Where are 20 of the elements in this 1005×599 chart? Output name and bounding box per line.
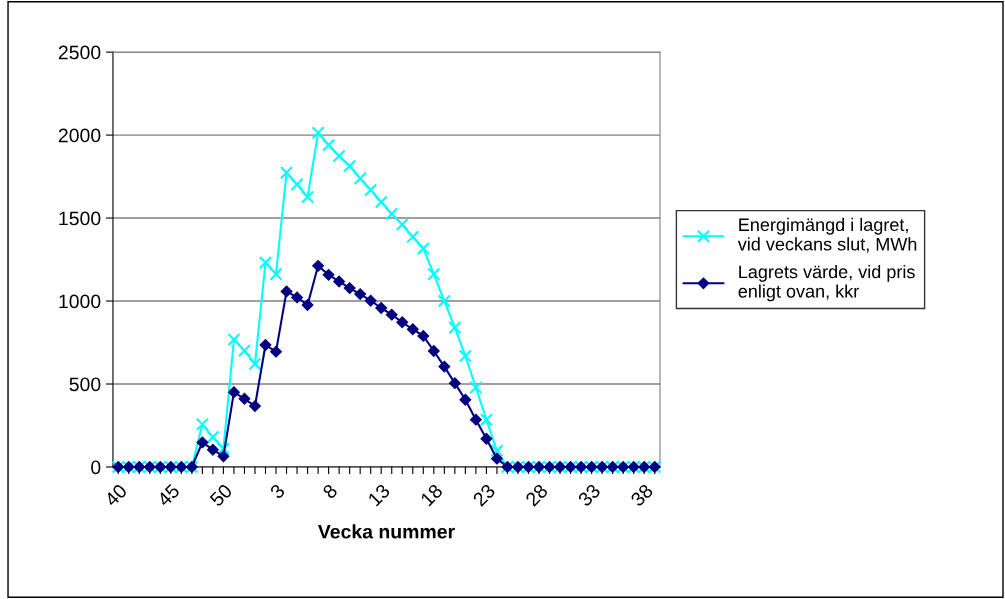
x-tick-label: 23 [472,483,496,507]
y-tick-label: 2000 [58,128,101,143]
x-tick-label: 50 [209,483,233,508]
y-tick-label: 1000 [59,294,101,309]
x-tick-label: 45 [156,483,181,508]
x-tick-label: 40 [103,483,128,508]
x-tick-label: 8 [321,483,339,500]
y-tick-label: 1500 [59,211,101,226]
x-tick-label: 28 [524,483,549,507]
x-tick-label: 3 [269,483,286,500]
legend-label: Energimängd i lagret, vid veckans slut, MWh [737,217,917,253]
x-tick-label: 13 [367,483,391,507]
y-tick-label: 2500 [58,45,101,60]
x-tick-label: 18 [419,483,444,507]
legend-label: Lagrets värde, vid pris enligt ovan, kkr [738,264,915,302]
x-tick-label: 33 [577,483,602,508]
x-axis-title: Vecka nummer [317,524,455,539]
y-tick-label: 500 [69,377,101,392]
x-tick-label: 38 [629,483,654,508]
y-tick-label: 0 [91,460,101,475]
